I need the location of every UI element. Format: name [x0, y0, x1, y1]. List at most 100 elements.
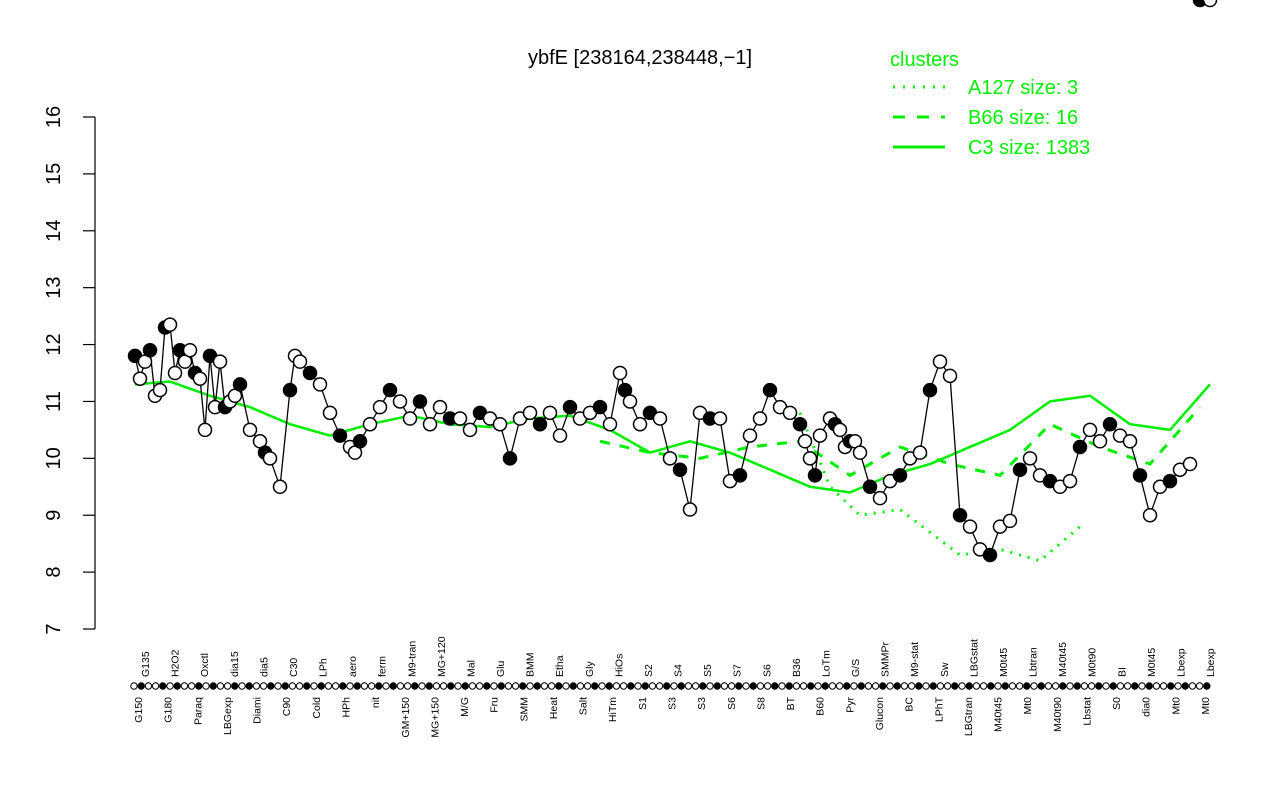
condition-marker: [1138, 682, 1146, 690]
condition-marker: [663, 682, 671, 690]
x-tick-label-bottom: Salt: [578, 697, 590, 715]
condition-marker: [814, 682, 822, 690]
condition-marker: [684, 682, 693, 690]
condition-marker: [1015, 682, 1024, 690]
data-point: [662, 451, 678, 466]
condition-marker: [1066, 682, 1074, 690]
condition-marker: [526, 682, 534, 690]
condition-marker: [1109, 682, 1117, 690]
condition-marker: [1181, 682, 1189, 690]
x-tick-label-top: dia15: [229, 651, 241, 677]
x-tick-label-top: Lbexp: [1175, 648, 1187, 677]
data-point: [272, 479, 288, 495]
x-tick-label-bottom: S0: [1111, 697, 1123, 710]
x-tick-label-top: dia5: [258, 657, 270, 677]
x-tick-label-top: aero: [347, 656, 359, 677]
condition-marker: [727, 682, 736, 690]
data-point: [412, 394, 428, 409]
data-point: [652, 411, 668, 426]
condition-marker: [691, 682, 700, 690]
condition-marker: [634, 682, 642, 690]
x-axis: G135 H2O2 Oxctl dia15 dia5 C30 LPh aero ferm M9-t…: [130, 636, 1217, 738]
data-point: [1162, 473, 1178, 489]
data-point: [232, 377, 248, 392]
condition-marker: [432, 682, 441, 690]
y-tick-label: 16: [43, 106, 65, 128]
condition-marker: [792, 682, 801, 690]
condition-marker: [461, 682, 469, 690]
condition-marker: [519, 682, 527, 690]
condition-marker: [295, 682, 304, 690]
data-point: [982, 547, 998, 563]
data-point: [152, 382, 168, 398]
condition-marker: [799, 682, 808, 690]
condition-marker: [173, 682, 181, 690]
condition-marker: [972, 682, 981, 690]
condition-marker: [807, 682, 815, 690]
condition-marker: [202, 682, 210, 690]
cluster-line-dashed: [599, 406, 1202, 478]
data-point: [742, 428, 758, 443]
condition-marker: [252, 682, 261, 690]
condition-marker: [850, 682, 858, 690]
data-point: [522, 405, 538, 421]
condition-marker: [1073, 682, 1081, 690]
condition-marker: [562, 682, 570, 690]
y-tick-label: 11: [43, 391, 65, 412]
condition-marker: [396, 682, 405, 690]
x-tick-label-bottom: B60: [815, 697, 827, 716]
condition-marker: [540, 682, 549, 690]
condition-marker: [303, 682, 311, 690]
data-point: [352, 434, 368, 449]
x-tick-label-top: M0t45: [1146, 648, 1158, 677]
y-tick-label: 12: [43, 333, 65, 355]
data-point: [1022, 451, 1038, 466]
data-point: [182, 342, 198, 358]
condition-marker: [778, 682, 786, 690]
x-tick-label-top: Mal: [465, 660, 477, 677]
condition-marker: [965, 682, 973, 690]
condition-marker: [331, 682, 340, 690]
x-tick-label-bottom: M40t90: [1052, 697, 1064, 732]
condition-marker: [785, 682, 793, 690]
data-point: [1122, 434, 1138, 449]
data-point: [292, 354, 308, 369]
condition-marker: [886, 682, 894, 690]
data-point: [142, 342, 158, 358]
condition-marker: [490, 682, 498, 690]
y-axis: 7 8 9 10 11 12 13 14 15 16: [43, 106, 96, 635]
data-point: [1002, 513, 1018, 529]
data-point: [682, 502, 698, 517]
condition-marker: [144, 682, 153, 690]
x-tick-label-top: SMMPr: [880, 642, 892, 678]
x-tick-label-top: M0t45: [998, 648, 1010, 677]
condition-marker: [958, 682, 966, 690]
condition-marker: [317, 682, 325, 690]
data-point: [402, 411, 418, 426]
data-point: [832, 422, 848, 438]
data-point: [932, 354, 948, 369]
condition-marker: [576, 682, 585, 690]
data-point: [1062, 473, 1078, 489]
data-points: [127, 0, 1218, 563]
condition-marker: [742, 682, 750, 690]
data-point: [162, 317, 178, 332]
x-tick-label-top: G/S: [850, 659, 862, 677]
data-point: [562, 399, 578, 415]
condition-marker: [835, 682, 844, 690]
condition-marker: [475, 682, 484, 690]
condition-marker: [511, 682, 520, 690]
data-point: [502, 451, 518, 466]
data-point: [192, 371, 208, 386]
x-tick-label-top: Etha: [554, 655, 566, 677]
condition-marker: [929, 682, 937, 690]
condition-marker: [259, 682, 268, 690]
y-tick-label: 9: [43, 510, 65, 521]
condition-marker: [411, 682, 419, 690]
data-point: [1092, 434, 1108, 449]
data-point: [197, 422, 213, 438]
condition-marker: [166, 682, 174, 690]
condition-marker: [1059, 682, 1067, 690]
data-point: [732, 468, 748, 483]
